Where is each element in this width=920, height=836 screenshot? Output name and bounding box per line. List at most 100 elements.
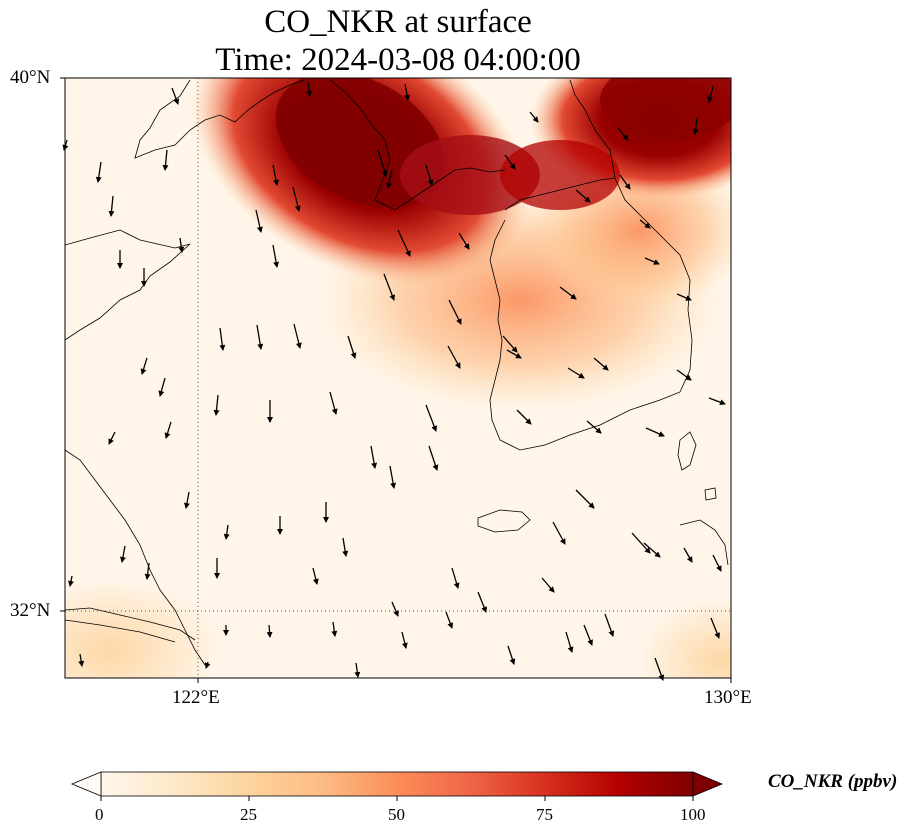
wind-arrow [204, 661, 211, 669]
wind-arrow [306, 81, 313, 97]
wind-arrow [425, 404, 438, 432]
colorbar-extend-high [692, 771, 724, 797]
wind-arrow [144, 562, 151, 580]
concentration-field [65, 78, 731, 678]
wind-arrow [312, 567, 319, 585]
wind-arrow [458, 232, 470, 250]
map-title-line2: Time: 2024-03-08 04:00:00 [215, 42, 581, 78]
wind-arrow [219, 327, 226, 351]
wind-arrow [213, 394, 220, 416]
map-frame [64, 77, 732, 679]
wind-arrow [391, 601, 399, 617]
y-tick-32n: 32°N [10, 600, 51, 621]
y-tick-40n: 40°N [10, 67, 51, 88]
wind-arrow [654, 657, 665, 681]
wind-arrow [329, 391, 338, 415]
wind-arrow [370, 445, 378, 469]
wind-arrow [712, 554, 722, 572]
wind-arrow [541, 577, 555, 593]
wind-arrow [401, 631, 408, 649]
wind-arrow [676, 293, 692, 301]
colorbar-tick-0: 0 [95, 805, 104, 824]
colorbar-tick-50: 50 [388, 805, 405, 824]
wind-arrow [529, 111, 539, 123]
wind-arrow [504, 154, 516, 170]
colorbar-tick-75: 75 [536, 805, 553, 824]
colorbar [70, 771, 724, 801]
wind-arrow [451, 567, 460, 589]
wind-arrow [255, 209, 263, 233]
wind-arrow [108, 431, 116, 445]
wind-arrow [447, 345, 461, 369]
wind-arrow [266, 624, 273, 638]
wind-arrow [502, 335, 518, 353]
wind-arrow [586, 420, 602, 434]
wind-arrow [68, 575, 74, 587]
wind-arrow [272, 164, 279, 186]
wind-arrow [164, 421, 172, 439]
wind-arrow [108, 195, 115, 217]
wind-arrow [428, 445, 439, 471]
colorbar-tick-100: 100 [680, 805, 706, 824]
wind-arrow [617, 127, 629, 141]
colorbar-body [100, 771, 694, 797]
wind-arrow [383, 273, 396, 301]
wind-arrow [710, 617, 720, 639]
wind-arrow [162, 149, 169, 171]
wind-arrow [386, 169, 393, 189]
wind-arrow [506, 349, 522, 359]
wind-arrow [292, 186, 301, 212]
wind-arrow [565, 631, 574, 653]
wind-arrow [575, 489, 595, 509]
wind-arrow [692, 117, 699, 135]
wind-arrow [477, 591, 487, 613]
wind-arrow [389, 465, 397, 489]
wind-arrow [604, 613, 615, 637]
wind-arrow [559, 286, 577, 300]
wind-arrow [404, 83, 411, 101]
wind-arrow [708, 397, 726, 406]
wind-arrow [643, 542, 661, 558]
wind-arrow [552, 521, 566, 545]
wind-arrow [223, 524, 230, 540]
wind-arrow [448, 299, 462, 325]
x-tick-130e: 130°E [704, 687, 752, 708]
wind-arrow [140, 357, 148, 375]
wind-arrow [397, 229, 411, 257]
wind-arrow [683, 547, 693, 563]
colorbar-extend-low [70, 771, 102, 797]
wind-arrow [171, 87, 180, 105]
wind-arrow [644, 257, 660, 265]
colorbar-tick-25: 25 [240, 805, 257, 824]
wind-arrow [178, 237, 185, 253]
wind-arrow [342, 537, 349, 557]
wind-arrow [158, 377, 166, 397]
wind-arrow [445, 611, 454, 629]
map-title-line1: CO_NKR at surface [264, 4, 532, 40]
wind-arrow [567, 367, 585, 379]
wind-arrow [645, 427, 665, 437]
wind-arrow [95, 161, 102, 183]
wind-vectors [62, 81, 726, 681]
wind-arrow [354, 662, 361, 678]
wind-arrow [377, 149, 388, 177]
coastlines [65, 79, 729, 666]
wind-arrow [639, 219, 651, 229]
wind-arrow [119, 545, 126, 563]
wind-arrow [293, 323, 302, 349]
wind-arrow [575, 189, 591, 203]
wind-arrow [183, 491, 190, 509]
wind-arrow [425, 164, 434, 186]
wind-arrow [272, 244, 280, 268]
wind-arrow [676, 369, 692, 381]
wind-arrow [78, 653, 85, 667]
wind-arrow [707, 85, 714, 103]
wind-arrow [583, 624, 593, 646]
wind-arrow [256, 324, 264, 350]
wind-arrow [631, 532, 651, 554]
wind-arrow [507, 645, 516, 665]
wind-arrow [331, 621, 338, 637]
wind-arrow [347, 335, 357, 359]
wind-arrow [593, 357, 609, 371]
